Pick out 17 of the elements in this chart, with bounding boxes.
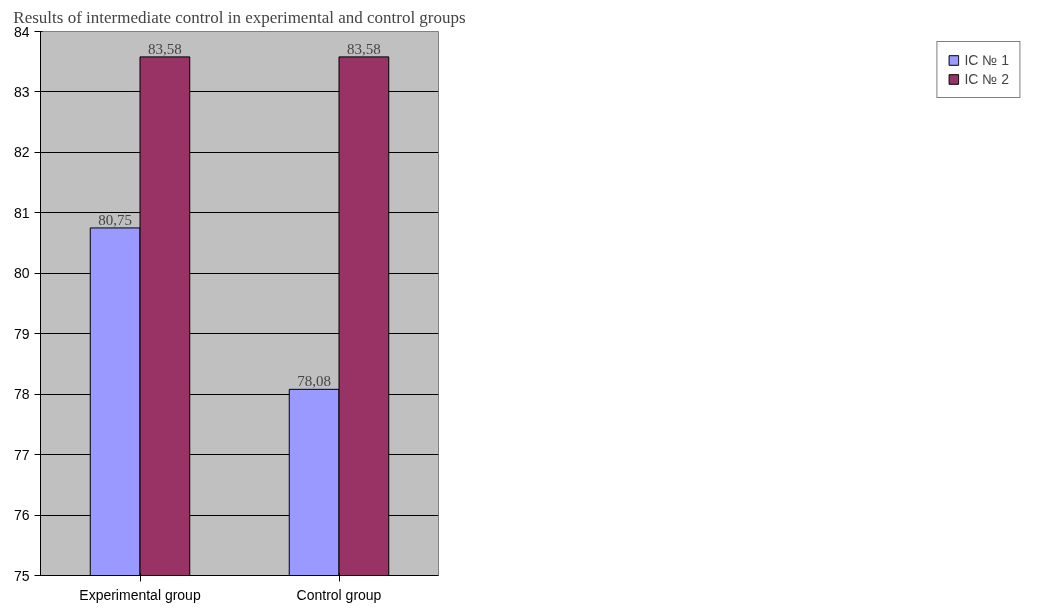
y-tick-label: 81 [13, 204, 30, 221]
data-label: 78,08 [297, 373, 331, 390]
y-tick-label: 78 [13, 386, 30, 403]
y-tick-label: 80 [13, 265, 30, 282]
data-label: 80,75 [98, 211, 132, 228]
y-tick-label: 79 [13, 325, 30, 342]
legend-label: IC № 2 [964, 71, 1009, 87]
y-tick-label: 83 [13, 83, 30, 100]
x-tick-label: Experimental group [79, 586, 201, 603]
legend-label: IC № 1 [964, 52, 1009, 68]
y-tick-label: 75 [13, 567, 30, 584]
y-tick-label: 76 [13, 507, 30, 524]
y-tick-label: 82 [13, 144, 30, 161]
x-tick-label: Control group [296, 586, 382, 603]
data-label: 83,58 [148, 40, 182, 57]
y-tick-label: 77 [13, 446, 30, 463]
data-label: 83,58 [347, 40, 381, 57]
